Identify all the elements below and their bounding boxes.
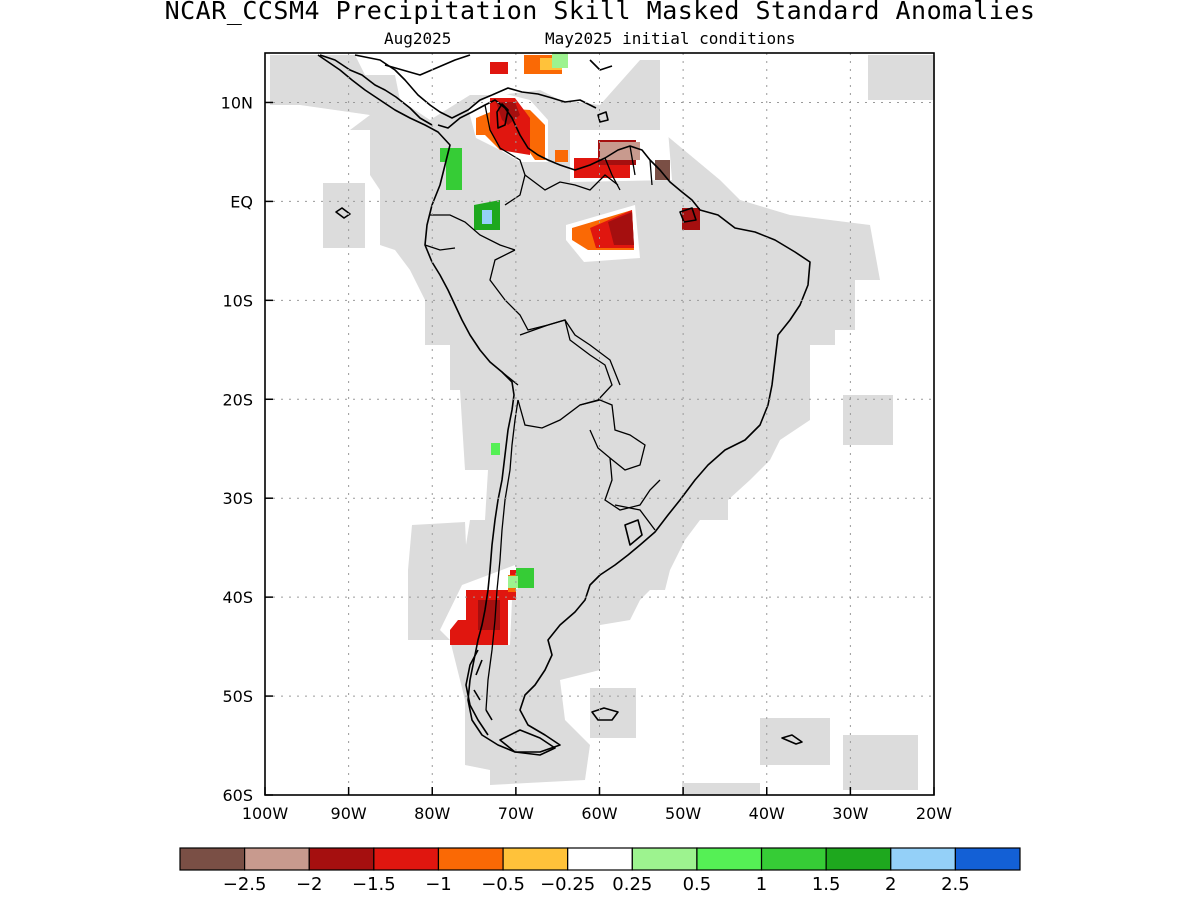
anomaly-amazon-core [608, 212, 634, 245]
anomaly-layer [440, 52, 700, 645]
tierra-del-fuego [499, 729, 556, 756]
lon-axis: 100W 90W 80W 70W 60W 50W 40W 30W 20W [242, 787, 952, 823]
mask-trindade [843, 395, 893, 445]
mask-south-bottom [682, 783, 760, 795]
colorbar-label: 0.5 [683, 874, 712, 895]
initial-conditions: May2025 initial conditions [545, 29, 796, 48]
chile-archipelago [465, 649, 493, 736]
anomaly-colombia-wet [440, 148, 462, 190]
colorbar-swatch [179, 847, 246, 871]
falkland-islands [591, 707, 619, 721]
colorbar-swatch [696, 847, 763, 871]
colorbar-label: 1 [756, 874, 767, 895]
south-georgia [781, 734, 803, 745]
chart-title: NCAR_CCSM4 Precipitation Skill Masked St… [164, 0, 1036, 25]
lon-tick-label: 100W [242, 804, 289, 823]
lat-tick-label: 60S [222, 786, 253, 805]
lon-tick-label: 80W [414, 804, 450, 823]
lat-tick-label: 10N [221, 93, 253, 112]
colorbar-swatch [373, 847, 440, 871]
border-uruguay [614, 504, 656, 531]
anomaly-argentina-wet-light [508, 576, 518, 588]
lat-tick-label: 10S [222, 291, 253, 310]
lagoa-dos-patos [624, 519, 643, 546]
colorbar: −2.5 −2 −1.5 −1 −0.5 −0.25 0.25 0.5 1 1.5 2 2.5 [179, 847, 1021, 895]
colorbar-label: 2 [885, 874, 896, 895]
colorbar-label: −1 [425, 874, 452, 895]
colorbar-label: 2.5 [941, 874, 970, 895]
border-brazil-north [564, 319, 621, 386]
colorbar-label: 0.25 [612, 874, 652, 895]
colorbar-swatch [308, 847, 375, 871]
border-chile-argentina [485, 399, 519, 711]
target-month: Aug2025 [384, 29, 452, 48]
colorbar-swatch [567, 847, 633, 871]
border-ecuador-peru [424, 244, 456, 251]
border-peru-chile [501, 371, 519, 386]
colorbar-label: −2 [296, 874, 323, 895]
lat-tick-label: 30S [222, 489, 253, 508]
skill-mask-layer [270, 55, 935, 795]
colorbar-label: −1.5 [352, 874, 396, 895]
anomaly-caribbean-red [490, 62, 508, 74]
colorbar-swatch [954, 847, 1021, 871]
lat-tick-label: 40S [222, 588, 253, 607]
lat-tick-label: 50S [222, 687, 253, 706]
border-colombia-venezuela [484, 104, 526, 206]
lat-tick-label: EQ [230, 192, 253, 211]
lake-maracaibo [496, 103, 509, 129]
lat-tick-label: 20S [222, 390, 253, 409]
lon-tick-label: 70W [498, 804, 534, 823]
galapagos [335, 207, 351, 219]
colorbar-swatch [631, 847, 698, 871]
trinidad [597, 111, 609, 123]
border-venezuela-brazil [524, 174, 619, 191]
lon-tick-label: 20W [916, 804, 952, 823]
marajo-island [679, 207, 697, 223]
mask-south-georgia [760, 718, 830, 765]
colorbar-label: −0.25 [540, 874, 595, 895]
border-argentina-brazil [604, 457, 661, 511]
border-colombia-ecuador-peru [430, 214, 516, 251]
lat-axis: 10N EQ 10S 20S 30S 40S 50S 60S [221, 93, 273, 805]
venezuela-coast [491, 87, 597, 109]
mask-galapagos [323, 183, 365, 248]
mask-sandwich [843, 735, 918, 790]
lon-tick-label: 40W [749, 804, 785, 823]
colorbar-swatch [437, 847, 504, 871]
mask-falklands [590, 688, 636, 738]
south-america-coastline [317, 54, 811, 753]
anomaly-guyana-dark [655, 160, 670, 180]
lon-tick-label: 30W [832, 804, 868, 823]
mask-south-america [270, 55, 880, 785]
colorbar-label: −0.5 [481, 874, 525, 895]
lon-tick-label: 50W [665, 804, 701, 823]
anomaly-colombia-wet-blue [482, 210, 492, 224]
colorbar-label: −2.5 [223, 874, 267, 895]
anomaly-guyana-orange [555, 150, 568, 162]
colorbar-swatch [825, 847, 892, 871]
lon-tick-label: 60W [581, 804, 617, 823]
anomaly-argentina-wet [516, 568, 534, 588]
colorbar-swatch [244, 847, 310, 871]
colorbar-swatch [502, 847, 569, 871]
anomaly-amapa [682, 208, 700, 230]
mask-atlantic-northeast [868, 55, 935, 100]
central-america-coast-north [319, 54, 433, 126]
lon-tick-label: 90W [331, 804, 367, 823]
border-guianas [604, 145, 653, 191]
anomaly-caribbean-green [552, 52, 568, 68]
colorbar-swatch [890, 847, 956, 871]
anomaly-chile-wet [491, 443, 500, 455]
borders-layer [424, 104, 661, 711]
border-paraguay [579, 399, 646, 471]
colorbar-swatch [760, 847, 827, 871]
colorbar-label: 1.5 [812, 874, 841, 895]
